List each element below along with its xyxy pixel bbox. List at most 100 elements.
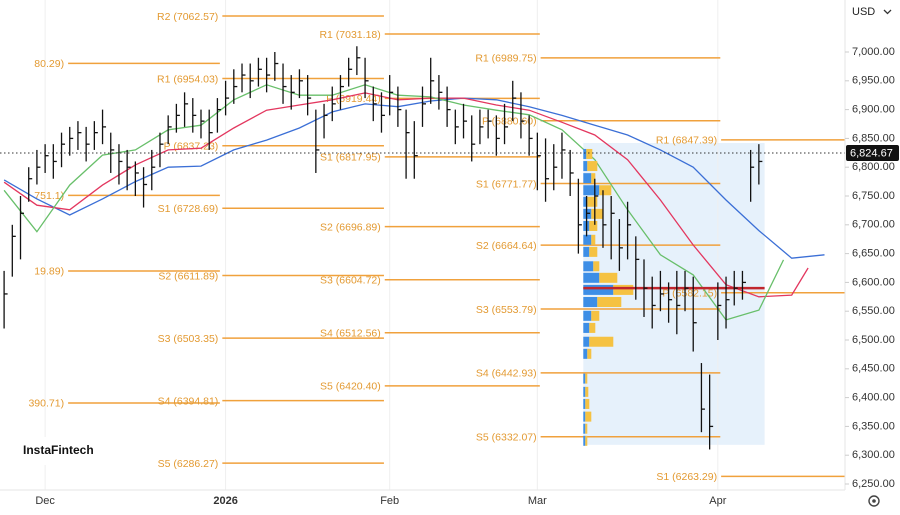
settings-icon-center[interactable] [872, 499, 876, 503]
time-axis-panel [0, 490, 900, 510]
profile-buy-bar [583, 173, 592, 184]
pivot-level-label: P (6919.44) [326, 93, 381, 105]
pivot-level-label: S5 (6420.40) [320, 381, 381, 393]
currency-label[interactable]: USD [852, 6, 875, 18]
profile-buy-bar [583, 423, 586, 434]
pivot-level-label: S3 (6503.35) [158, 333, 219, 345]
x-tick-label: Apr [709, 495, 726, 507]
settings-button[interactable] [868, 495, 880, 507]
y-tick-label: 7,000.00 [852, 46, 895, 58]
last-price-tag [846, 145, 899, 162]
profile-sell-bar [593, 261, 600, 272]
pivot-level-label: R1 (6847.39) [656, 135, 717, 147]
pivot-level-label: 19.89) [34, 266, 64, 278]
pivot-level-label: S2 (6664.64) [476, 240, 537, 252]
currency-box[interactable] [846, 2, 898, 22]
profile-buy-bar [583, 196, 588, 207]
pivot-level-label: S2 (6611.89) [158, 270, 218, 282]
pivot-level-label: P (6880.60) [482, 116, 537, 128]
x-tick-label: 2026 [213, 495, 237, 507]
profile-sell-bar [599, 185, 612, 196]
y-tick-label: 6,850.00 [852, 132, 895, 144]
pivot-level-label: S3 (6604.72) [320, 274, 381, 286]
plot-layer [0, 46, 845, 450]
profile-buy-bar [583, 398, 586, 409]
pivot-level-label: S4 (6442.93) [476, 368, 537, 380]
moving-average-line [3, 97, 825, 259]
watermark: InstaFintech [16, 437, 94, 465]
profile-sell-bar [587, 161, 598, 172]
profile-sell-bar [587, 348, 592, 359]
x-tick-label: Dec [35, 495, 55, 507]
pivot-level-label: R2 (7062.57) [157, 11, 218, 23]
pivot-level-label: R1 (7031.18) [319, 29, 380, 41]
profile-sell-bar [585, 411, 592, 422]
pivot-level-label: R1 (6954.03) [157, 73, 218, 85]
y-tick-label: 6,450.00 [852, 363, 895, 375]
profile-sell-bar [591, 310, 600, 321]
y-tick-label: 6,300.00 [852, 449, 895, 461]
profile-sell-bar [613, 284, 634, 295]
profile-buy-bar [583, 161, 588, 172]
y-tick-label: 6,350.00 [852, 420, 895, 432]
moving-average-line [3, 92, 809, 298]
profile-sell-bar [599, 272, 618, 283]
profile-buy-bar [583, 310, 592, 321]
profile-sell-bar [591, 208, 604, 219]
profile-sell-bar [585, 398, 590, 409]
profile-sell-bar [585, 373, 588, 384]
pivot-level-label: S1 (6728.69) [158, 203, 219, 215]
y-tick-label: 6,400.00 [852, 392, 895, 404]
pivot-level-label: S1 (6771.77) [476, 178, 537, 190]
watermark-text: InstaFintech [23, 443, 94, 457]
profile-buy-bar [583, 234, 592, 245]
profile-buy-bar [583, 411, 586, 422]
profile-sell-bar [586, 148, 593, 159]
profile-buy-bar [583, 348, 588, 359]
settings-icon[interactable] [868, 495, 880, 507]
profile-sell-bar [585, 386, 589, 397]
axis-layer: Dec 2026 Feb Mar Apr 7,000.00 6,950.00 6,900.00… [35, 46, 899, 507]
y-tick-label: 6,650.00 [852, 248, 895, 260]
profile-buy-bar [583, 386, 586, 397]
y-tick-label: 6,250.00 [852, 478, 895, 490]
profile-sell-bar [585, 423, 588, 434]
profile-sell-bar [589, 336, 614, 347]
profile-sell-bar [597, 296, 622, 307]
y-tick-label: 6,550.00 [852, 305, 895, 317]
pivot-level-label: P (6582.15) [662, 287, 717, 299]
x-tick-label: Mar [528, 495, 547, 507]
pivot-level-label: S1 (6817.95) [320, 152, 381, 164]
profile-sell-bar [589, 322, 596, 333]
pivot-level-label: S4 (6394.81) [158, 395, 219, 407]
profile-buy-bar [583, 296, 598, 307]
pivot-level-label: 751.1) [34, 190, 64, 202]
dropdown-chevron[interactable] [883, 9, 892, 15]
profile-sell-bar [591, 173, 596, 184]
pivot-level-label: S4 (6512.56) [320, 328, 381, 340]
pivot-level-label: S3 (6553.79) [476, 304, 537, 316]
profile-sell-bar [589, 220, 598, 231]
profile-sell-bar [585, 435, 588, 446]
pivot-level-label: 390.71) [28, 398, 64, 410]
profile-sell-bar [589, 246, 598, 257]
profile-buy-bar [583, 435, 586, 446]
profile-buy-bar [583, 246, 590, 257]
pivot-level-label: S5 (6332.07) [476, 432, 537, 444]
profile-buy-bar [583, 272, 600, 283]
x-tick-label: Feb [380, 495, 399, 507]
profile-sell-bar [587, 196, 598, 207]
currency-selector[interactable]: USD [846, 2, 898, 22]
last-price-label: 6,824.67 [850, 147, 893, 159]
profile-buy-bar [583, 185, 600, 196]
profile-buy-bar [583, 373, 586, 384]
pivot-level-label: 80.29) [34, 58, 64, 70]
y-tick-label: 6,950.00 [852, 75, 895, 87]
y-tick-label: 6,750.00 [852, 190, 895, 202]
profile-buy-bar [583, 148, 587, 159]
y-tick-label: 6,500.00 [852, 334, 895, 346]
profile-buy-bar [583, 336, 590, 347]
